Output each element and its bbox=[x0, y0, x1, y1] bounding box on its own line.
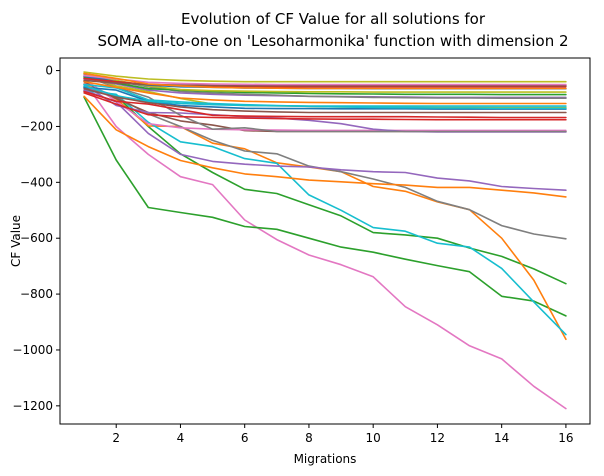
chart-title-line2: SOMA all-to-one on 'Lesoharmonika' funct… bbox=[97, 32, 568, 50]
plot-frame bbox=[59, 57, 591, 425]
x-axis: 2 4 6 8 10 12 14 16 bbox=[112, 424, 574, 445]
series-line-29 bbox=[83, 87, 567, 114]
y-axis-label: CF Value bbox=[9, 215, 23, 267]
series-line-28 bbox=[83, 85, 567, 107]
series-line-14 bbox=[83, 90, 567, 119]
series-line-27 bbox=[83, 71, 567, 83]
y-tick-label: −1000 bbox=[12, 343, 53, 357]
x-tick-label: 6 bbox=[241, 431, 249, 445]
series-line-1 bbox=[83, 80, 567, 410]
x-tick-label: 2 bbox=[112, 431, 120, 445]
series-line-5 bbox=[83, 89, 567, 336]
y-tick-label: 0 bbox=[45, 64, 53, 78]
series-line-26 bbox=[83, 74, 567, 86]
series-line-7 bbox=[83, 95, 567, 198]
x-tick-label: 16 bbox=[558, 431, 573, 445]
series-line-30 bbox=[83, 72, 567, 90]
x-axis-label: Migrations bbox=[294, 452, 357, 466]
y-tick-label: −400 bbox=[20, 175, 53, 189]
x-tick-label: 14 bbox=[494, 431, 509, 445]
x-tick-label: 12 bbox=[430, 431, 445, 445]
series-line-8 bbox=[83, 89, 567, 191]
series-line-21 bbox=[83, 76, 567, 96]
y-axis: 0 −200 −400 −600 −800 −1000 −1200 bbox=[12, 64, 60, 413]
x-tick-label: 10 bbox=[366, 431, 381, 445]
y-tick-label: −600 bbox=[20, 231, 53, 245]
chart-title-line1: Evolution of CF Value for all solutions … bbox=[181, 10, 486, 28]
series-layer bbox=[83, 71, 567, 410]
series-line-3 bbox=[83, 86, 567, 285]
x-tick-label: 8 bbox=[305, 431, 313, 445]
series-line-18 bbox=[83, 80, 567, 105]
series-line-13 bbox=[83, 92, 567, 121]
series-line-22 bbox=[83, 72, 567, 93]
x-tick-label: 4 bbox=[177, 431, 185, 445]
series-line-10 bbox=[83, 78, 567, 132]
series-line-16 bbox=[83, 86, 567, 110]
y-tick-label: −800 bbox=[20, 287, 53, 301]
y-tick-label: −1200 bbox=[12, 399, 53, 413]
y-tick-label: −200 bbox=[20, 119, 53, 133]
series-line-2 bbox=[83, 96, 567, 317]
